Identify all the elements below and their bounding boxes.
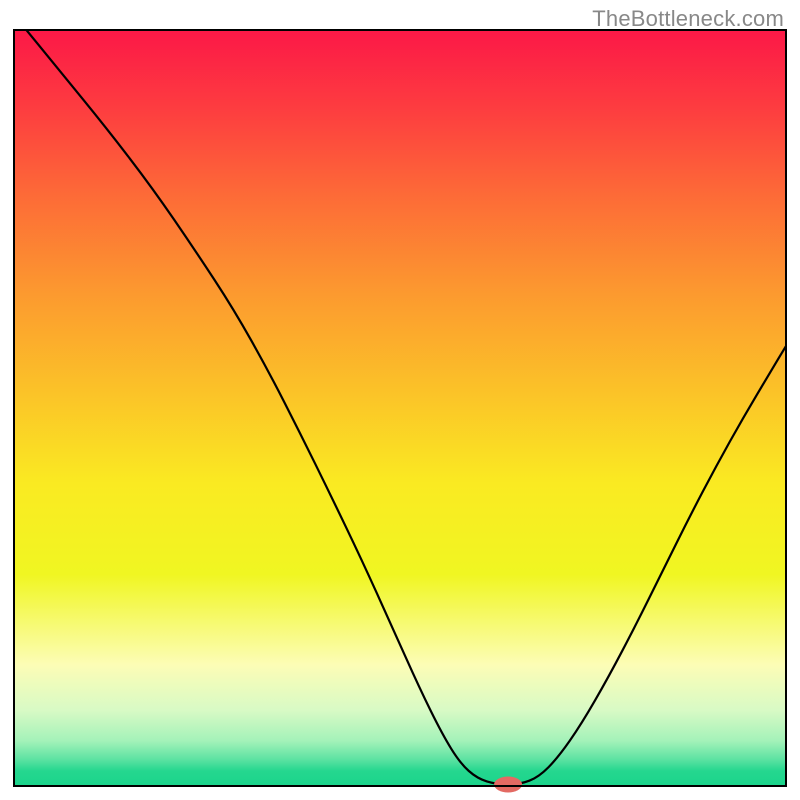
gradient-background — [14, 30, 786, 786]
chart-svg — [0, 0, 800, 800]
watermark-text: TheBottleneck.com — [592, 6, 784, 32]
bottleneck-chart: TheBottleneck.com — [0, 0, 800, 800]
dip-marker — [494, 776, 522, 792]
